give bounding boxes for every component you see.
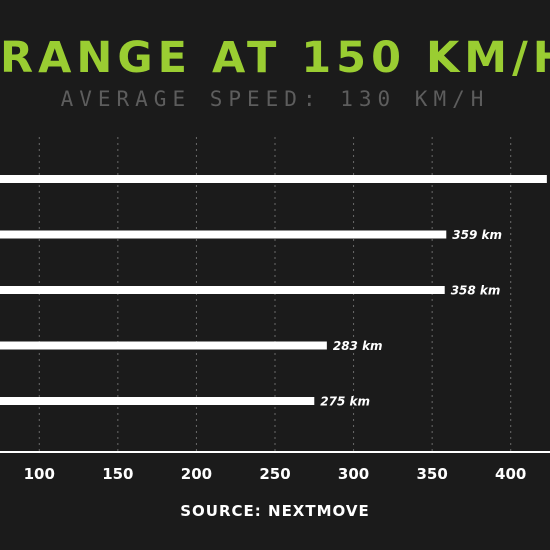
x-tick-label-150: 150 (102, 465, 133, 483)
chart-title: RANGE AT 150 KM/H (0, 33, 550, 83)
x-axis: 100 150 200 250 300 350 400 (0, 451, 550, 483)
grid-lines (38, 137, 512, 452)
bar-label-5: 275 km (320, 395, 370, 409)
x-tick-label-100: 100 (24, 465, 55, 483)
bar-label-3: 358 km (451, 284, 501, 298)
x-tick-label-300: 300 (338, 465, 369, 483)
bars: 359 km 358 km 283 km 275 km (0, 175, 547, 409)
bar-3 (0, 286, 445, 294)
source-note: SOURCE: NEXTMOVE (180, 502, 370, 520)
x-tick-label-250: 250 (259, 465, 290, 483)
bar-label-4: 283 km (333, 339, 383, 353)
x-tick-label-200: 200 (181, 465, 212, 483)
x-tick-label-350: 350 (416, 465, 447, 483)
bar-2 (0, 230, 447, 239)
bar-label-2: 359 km (452, 228, 502, 242)
x-tick-label-400: 400 (495, 465, 526, 483)
bar-5 (0, 397, 315, 405)
bar-1 (0, 175, 547, 183)
bar-4 (0, 341, 327, 350)
chart-subtitle: AVERAGE SPEED: 130 KM/H (60, 87, 490, 111)
